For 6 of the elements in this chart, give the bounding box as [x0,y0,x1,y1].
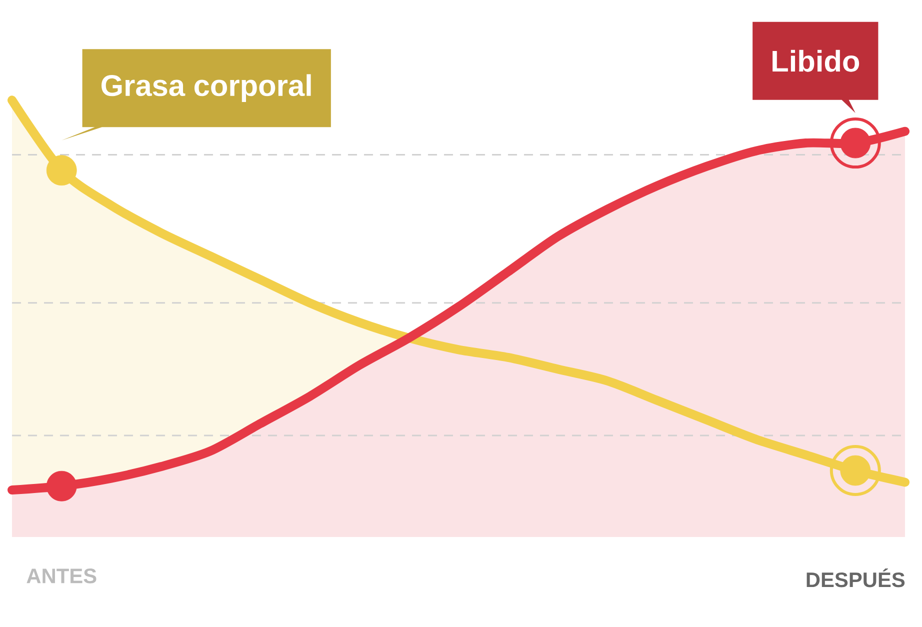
text: Grasa corporal [102,74,311,102]
series-label: Libido [772,50,860,72]
x-tick-label: ANTES [26,568,96,584]
x-tick-label: DESPUÉS [806,568,905,588]
point [46,155,77,186]
point [46,470,77,502]
